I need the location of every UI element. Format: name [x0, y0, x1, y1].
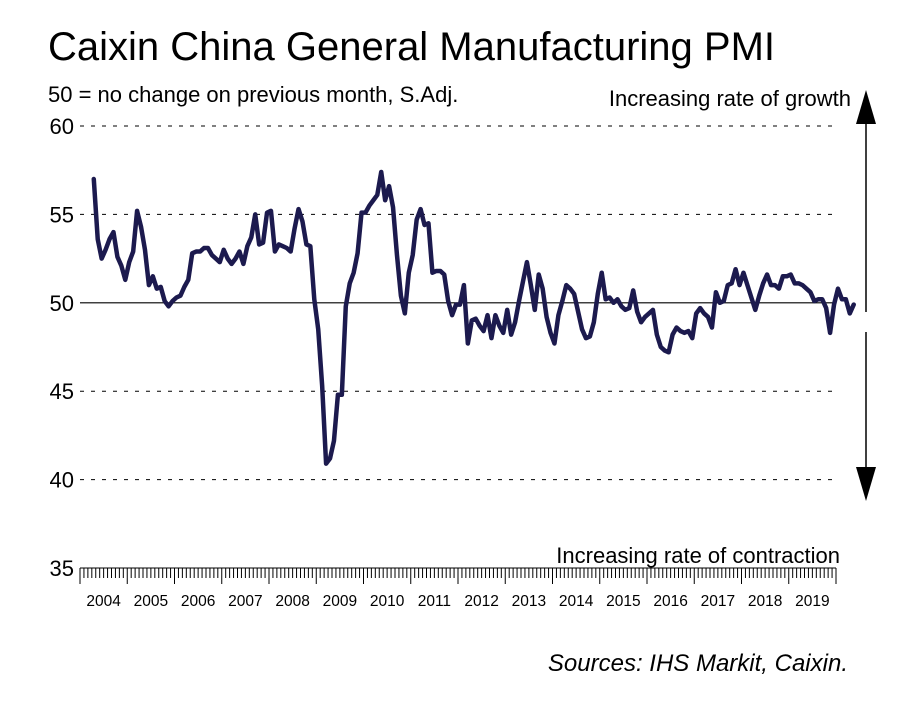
x-tick-label-2009: 2009 — [323, 593, 357, 610]
chart-subtitle: 50 = no change on previous month, S.Adj. — [48, 82, 458, 107]
y-tick-label-40: 40 — [50, 468, 74, 493]
x-tick-label-2006: 2006 — [181, 593, 215, 610]
y-tick-label-55: 55 — [50, 202, 74, 227]
y-axis: 60 55 50 45 40 35 — [50, 114, 74, 581]
chart-title: Caixin China General Manufacturing PMI — [48, 25, 775, 69]
x-tick-label-2005: 2005 — [134, 593, 168, 610]
x-tick-label-2011: 2011 — [418, 593, 451, 610]
y-tick-label-45: 45 — [50, 379, 74, 404]
arrow-down-icon — [856, 467, 876, 501]
x-tick-label-2017: 2017 — [701, 593, 735, 610]
x-axis: 2004 2005 2006 2007 2008 2009 2010 2011 2012 2013… — [79, 567, 837, 610]
arrow-up-icon — [856, 90, 876, 124]
x-tick-label-2008: 2008 — [275, 593, 309, 610]
x-tick-label-2004: 2004 — [86, 593, 121, 610]
y-tick-label-60: 60 — [50, 114, 74, 139]
x-tick-label-2013: 2013 — [512, 593, 546, 610]
x-tick-label-2014: 2014 — [559, 593, 594, 610]
y-tick-label-50: 50 — [50, 291, 74, 316]
x-tick-label-2015: 2015 — [606, 593, 640, 610]
source-note: Sources: IHS Markit, Caixin. — [548, 650, 848, 677]
x-tick-label-2016: 2016 — [653, 593, 687, 610]
series-group — [91, 169, 856, 466]
x-tick-label-2007: 2007 — [228, 593, 262, 610]
y-tick-label-35: 35 — [50, 556, 74, 581]
x-tick-label-2019: 2019 — [795, 593, 829, 610]
series-line-pmi — [91, 169, 856, 466]
contraction-label: Increasing rate of contraction — [556, 543, 840, 568]
growth-contraction-arrow — [856, 90, 876, 501]
x-tick-label-2018: 2018 — [748, 593, 782, 610]
x-tick-label-2012: 2012 — [464, 593, 498, 610]
x-tick-label-2010: 2010 — [370, 593, 405, 610]
growth-label: Increasing rate of growth — [609, 86, 851, 111]
